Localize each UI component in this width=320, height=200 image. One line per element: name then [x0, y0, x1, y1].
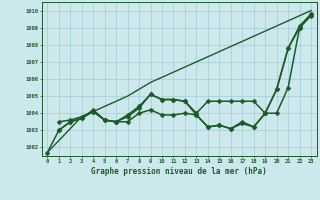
X-axis label: Graphe pression niveau de la mer (hPa): Graphe pression niveau de la mer (hPa)	[91, 167, 267, 176]
